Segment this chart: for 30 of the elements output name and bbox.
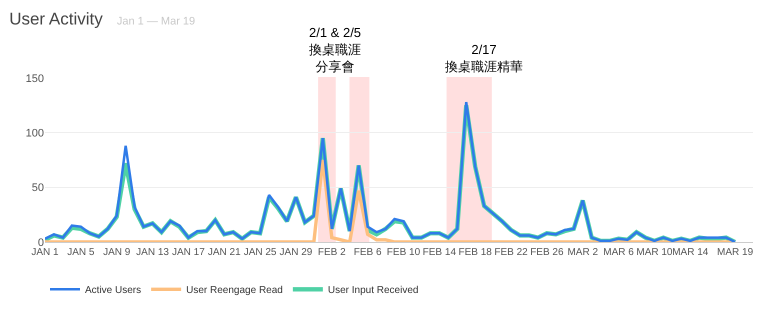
legend-label: User Reengage Read (186, 285, 283, 296)
legend-label: User Input Received (328, 285, 418, 296)
x-tick-label: FEB 26 (530, 247, 564, 258)
x-tick-label: FEB 18 (458, 247, 492, 258)
x-tick-label: MAR 2 (567, 247, 598, 258)
y-tick-label: 100 (26, 128, 44, 140)
y-tick-label: 150 (26, 72, 44, 85)
x-tick-label: FEB 22 (494, 247, 528, 258)
x-tick-label: MAR 6 (603, 247, 634, 258)
text: 2/1 & 2/5 換桌職涯分享會 (309, 25, 362, 74)
chart-title: User Activity (9, 10, 103, 29)
x-tick-label: MAR 10 (636, 247, 673, 258)
x-tick-label: JAN 17 (172, 247, 206, 258)
y-tick-label: 50 (32, 182, 44, 194)
x-tick-label: FEB 10 (386, 247, 421, 258)
x-tick-label: FEB 2 (318, 247, 346, 258)
x-tick-label: JAN 25 (244, 247, 277, 258)
legend-label: Active Users (85, 285, 142, 296)
x-tick-label: MAR 19 (717, 247, 754, 258)
x-tick-label: JAN 29 (280, 247, 313, 258)
y-tick-label: 0 (38, 236, 44, 249)
x-tick-label: JAN 5 (67, 247, 95, 258)
x-tick-label: JAN 13 (136, 247, 170, 258)
x-tick-label: JAN 1 (31, 247, 60, 258)
x-tick-label: FEB 6 (354, 247, 382, 258)
text: 2/17 換桌職涯精華 (445, 42, 523, 74)
x-tick-label: JAN 9 (103, 247, 131, 258)
x-tick-label: FEB 14 (422, 247, 456, 258)
x-tick-label: JAN 21 (208, 247, 242, 258)
x-tick-label: MAR 14 (672, 247, 709, 258)
